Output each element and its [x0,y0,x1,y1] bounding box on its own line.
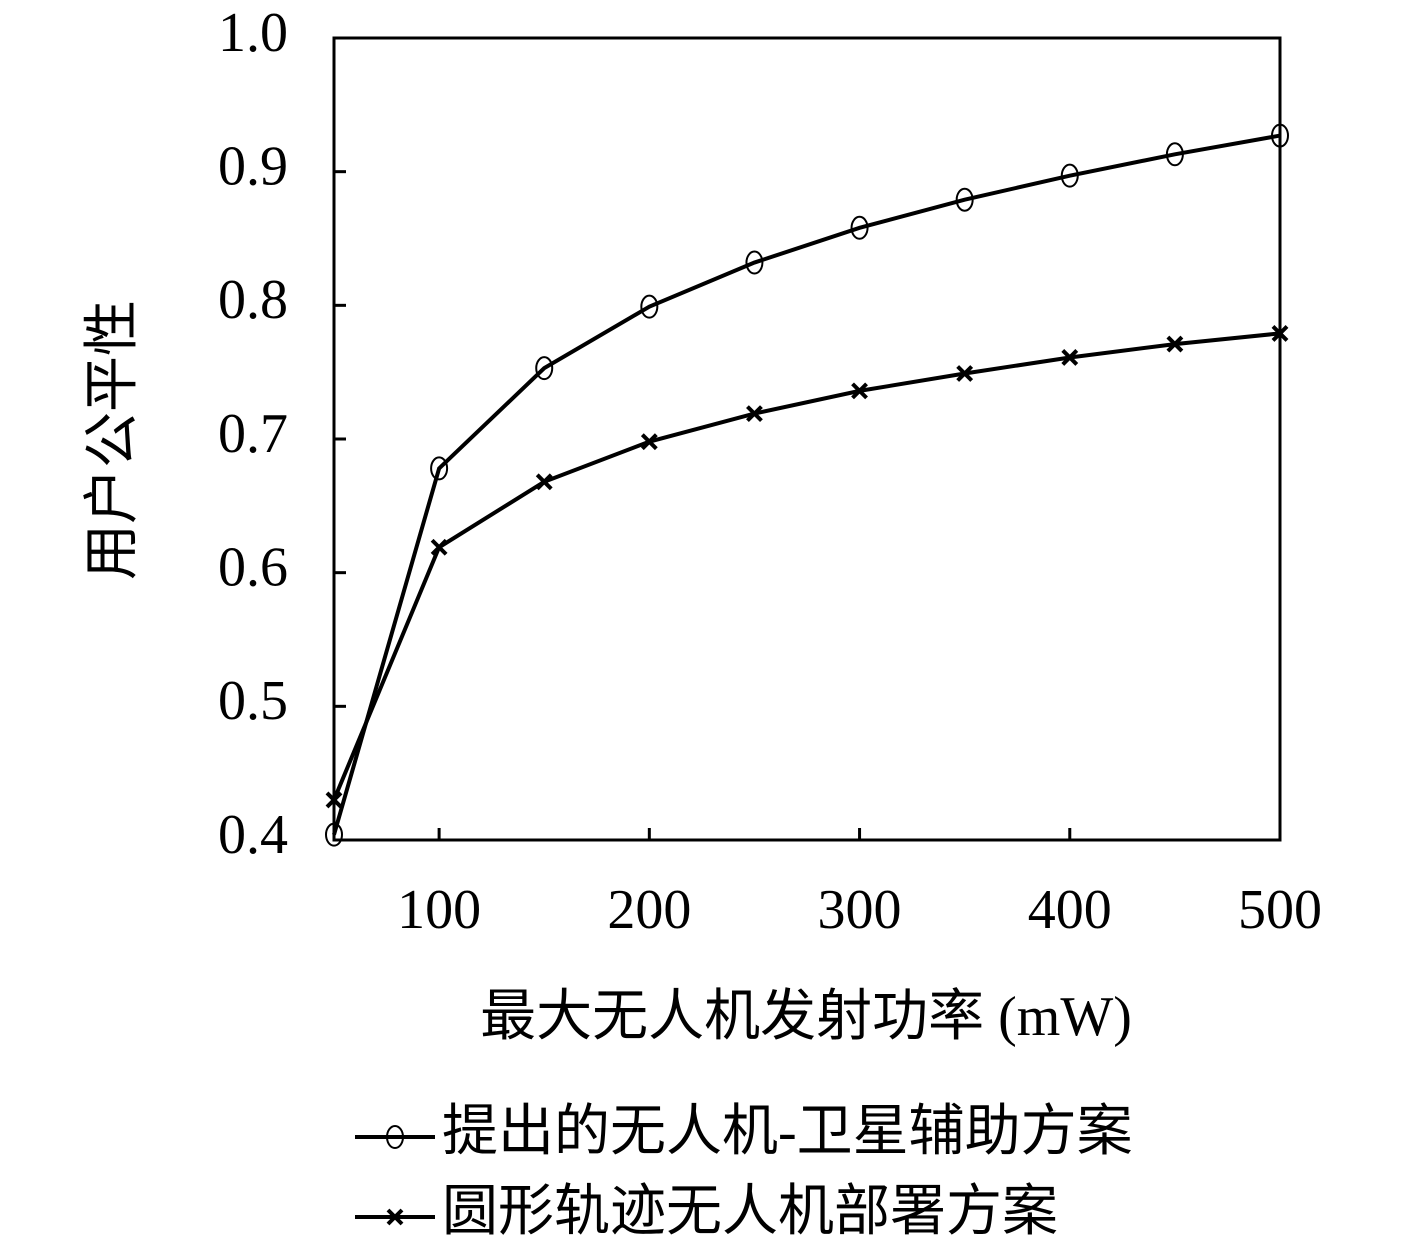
data-point [956,365,974,382]
y-tick-label: 0.5 [218,670,288,732]
data-point [1166,335,1184,353]
data-point [745,250,764,275]
y-tick-label: 0.4 [218,804,288,866]
legend-marker [386,1125,404,1149]
data-point [1061,349,1079,366]
x-tick-label: 500 [1238,879,1322,941]
series-line [332,331,1281,801]
x-tick-label: 100 [397,879,481,941]
y-tick-label: 0.8 [218,269,288,331]
x-tick-label: 300 [818,879,902,941]
legend-label: 提出的无人机-卫星辅助方案 [442,1101,1133,1163]
data-point [1165,142,1184,167]
y-tick-label: 0.7 [218,403,288,465]
series-line [332,133,1281,836]
x-tick-label: 400 [1028,879,1112,941]
plot-frame [332,36,1282,842]
data-point [430,538,448,556]
legend-label: 圆形轨迹无人机部署方案 [442,1181,1058,1243]
y-axis-label: 用户公平性 [82,300,144,580]
x-axis-label: 最大无人机发射功率 (mW) [480,986,1132,1048]
data-point [746,405,763,423]
y-tick-label: 1.0 [218,2,288,64]
data-point [850,215,869,240]
data-point [1271,123,1289,148]
legend-marker [386,1208,404,1226]
data-point [535,473,553,491]
data-point [640,433,658,451]
data-point [1060,163,1079,188]
y-tick-label: 0.6 [218,537,288,599]
data-point [640,294,659,319]
data-point [325,791,343,809]
y-tick-label: 0.9 [218,136,288,198]
data-point [535,356,554,381]
data-point [1271,324,1289,342]
data-point [430,456,449,481]
data-point [955,187,974,212]
x-tick-label: 200 [607,879,691,941]
data-point [325,822,343,847]
data-point [851,382,868,400]
